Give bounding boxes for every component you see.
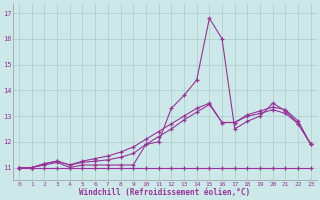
X-axis label: Windchill (Refroidissement éolien,°C): Windchill (Refroidissement éolien,°C) [79,188,251,197]
